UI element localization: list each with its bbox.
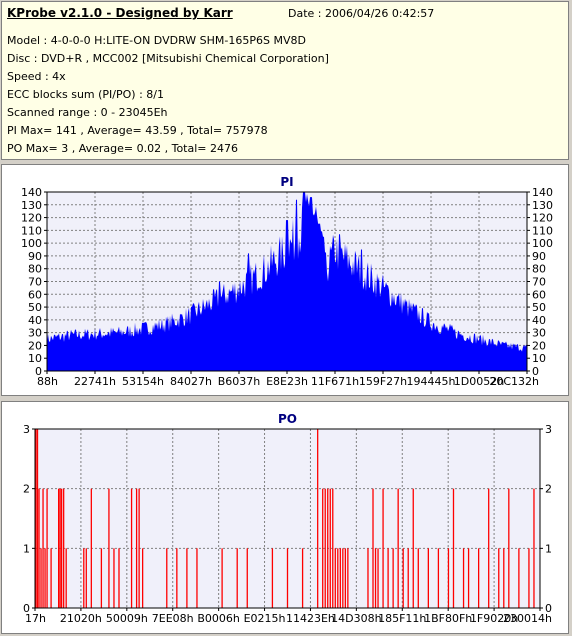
pi-tick-label-x: 53154h [122, 375, 164, 388]
po-tick-label-x: 50009h [106, 612, 148, 625]
pi-tick-label-y-right: 130 [532, 199, 553, 212]
pi-tick-label-y-left: 20 [28, 339, 42, 352]
pi-tick-label-x: 159F27h [359, 375, 407, 388]
pi-tick-label-y-right: 10 [532, 352, 546, 365]
pi-tick-label-y-right: 120 [532, 212, 553, 225]
po-tick-label-y-right: 3 [545, 423, 552, 436]
pi-tick-label-x: 88h [37, 375, 58, 388]
po-stats-line: PO Max= 3 , Average= 0.02 , Total= 2476 [7, 142, 238, 155]
app-title: KProbe v2.1.0 - Designed by Karr [7, 6, 233, 20]
pi-tick-label-x: 11F671h [311, 375, 359, 388]
speed-line: Speed : 4x [7, 70, 66, 83]
pi-tick-label-y-left: 80 [28, 263, 42, 276]
pi-tick-label-y-left: 130 [21, 199, 42, 212]
po-tick-label-x: 230014h [503, 612, 552, 625]
pi-tick-label-x: 194445h [407, 375, 456, 388]
pi-tick-label-y-right: 40 [532, 314, 546, 327]
pi-tick-label-y-right: 20 [532, 339, 546, 352]
po-tick-label-y-left: 0 [23, 602, 30, 615]
pi-stats-line: PI Max= 141 , Average= 43.59 , Total= 75… [7, 124, 268, 137]
po-tick-label-y-right: 1 [545, 542, 552, 555]
pi-tick-label-y-left: 90 [28, 250, 42, 263]
pi-tick-label-y-left: 110 [21, 224, 42, 237]
po-tick-label-y-left: 2 [23, 483, 30, 496]
pi-tick-label-y-left: 100 [21, 237, 42, 250]
po-chart: 0 0 1 1 2 2 3 3 17h 21020h 50009h 7EE08h B0006h E0215… [23, 412, 552, 625]
po-tick-label-x: 11423Eh [286, 612, 335, 625]
pi-tick-label-y-left: 70 [28, 276, 42, 289]
pi-tick-label-y-left: 40 [28, 314, 42, 327]
po-tick-label-x: 185F11h [378, 612, 426, 625]
pi-tick-label-x: E8E23h [266, 375, 308, 388]
pi-tick-label-y-right: 90 [532, 250, 546, 263]
pi-tick-label-y-left: 60 [28, 288, 42, 301]
pi-tick-label-y-right: 140 [532, 186, 553, 199]
pi-tick-label-y-left: 120 [21, 212, 42, 225]
pi-tick-label-x: 84027h [170, 375, 212, 388]
pi-tick-label-x: 20C132h [489, 375, 539, 388]
po-tick-label-x: E0215h [244, 612, 286, 625]
range-line: Scanned range : 0 - 23045Eh [7, 106, 168, 119]
po-tick-label-x: 1BF80Fh [424, 612, 472, 625]
po-tick-label-x: B0006h [197, 612, 240, 625]
disc-line: Disc : DVD+R , MCC002 [Mitsubishi Chemic… [7, 52, 329, 65]
pi-plot-frame [46, 191, 528, 372]
po-tick-label-x: 17h [25, 612, 46, 625]
pi-tick-label-x: 22741h [74, 375, 116, 388]
pi-tick-label-y-right: 80 [532, 263, 546, 276]
po-tick-label-x: 7EE08h [152, 612, 194, 625]
pi-tick-label-y-right: 70 [532, 276, 546, 289]
po-chart-title: PO [278, 412, 297, 426]
po-plot-frame [34, 428, 541, 609]
ecc-line: ECC blocks sum (PI/PO) : 8/1 [7, 88, 164, 101]
po-tick-label-y-left: 1 [23, 542, 30, 555]
pi-tick-label-y-left: 30 [28, 327, 42, 340]
pi-tick-label-y-left: 10 [28, 352, 42, 365]
pi-series-area [47, 192, 527, 371]
pi-tick-label-y-right: 100 [532, 237, 553, 250]
po-tick-label-y-right: 2 [545, 483, 552, 496]
pi-tick-label-y-left: 50 [28, 301, 42, 314]
pi-tick-label-x: B6037h [218, 375, 261, 388]
po-tick-label-y-left: 3 [23, 423, 30, 436]
po-tick-label-x: 1F9020h [470, 612, 518, 625]
po-tick-label-x: 21020h [60, 612, 102, 625]
po-chart-panel: 0 0 1 1 2 2 3 3 17h 21020h 50009h 7EE08h B0006h E0215… [1, 401, 569, 634]
pi-tick-label-y-right: 50 [532, 301, 546, 314]
pi-tick-label-y-right: 0 [532, 365, 539, 378]
info-panel: KProbe v2.1.0 - Designed by Karr Date : … [1, 1, 569, 160]
pi-tick-label-y-right: 60 [532, 288, 546, 301]
pi-tick-label-x: 1D0052h [454, 375, 504, 388]
pi-tick-label-y-left: 140 [21, 186, 42, 199]
scan-date: Date : 2006/04/26 0:42:57 [288, 7, 435, 20]
po-tick-label-x: 14D308h [331, 612, 381, 625]
pi-chart-title: PI [280, 175, 293, 189]
po-tick-label-y-right: 0 [545, 602, 552, 615]
pi-tick-label-y-right: 30 [532, 327, 546, 340]
pi-tick-label-y-left: 0 [35, 365, 42, 378]
pi-chart-panel: 0 0 10 10 20 20 30 30 40 40 50 50 60 60 70 70 80 80 90 90 10… [1, 164, 569, 396]
pi-tick-label-y-right: 110 [532, 224, 553, 237]
model-line: Model : 4-0-0-0 H:LITE-ON DVDRW SHM-165P… [7, 34, 306, 47]
